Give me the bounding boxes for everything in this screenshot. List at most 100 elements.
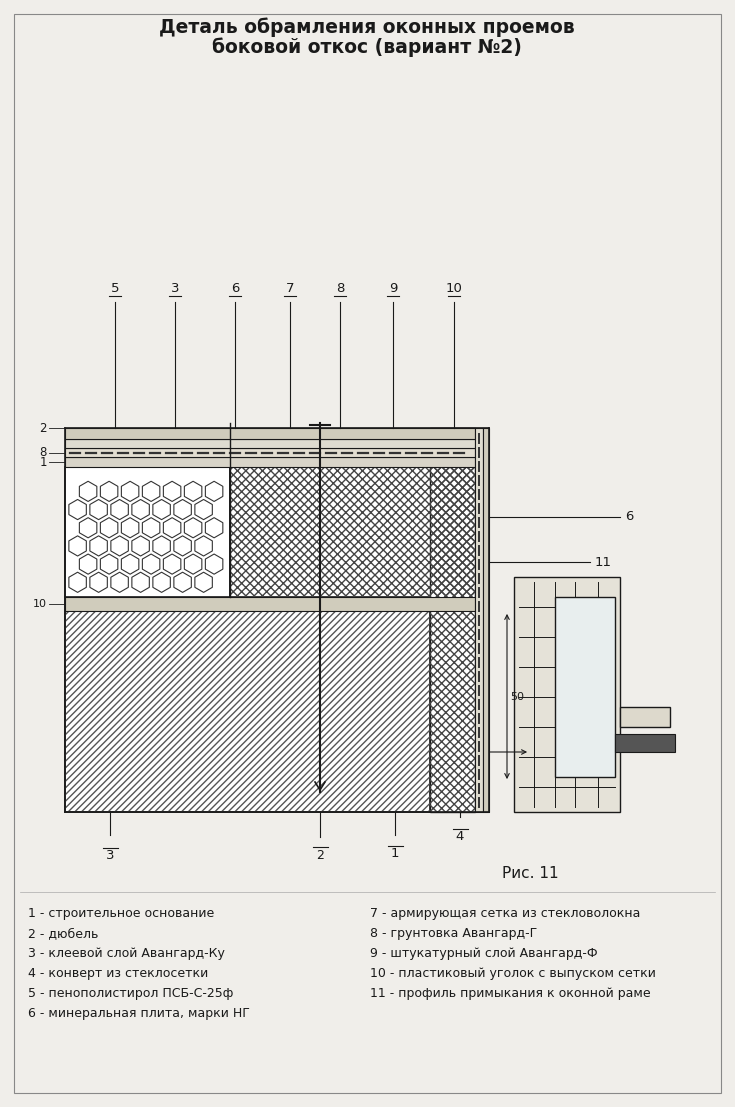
Point (356, 451, 368, 468)
Point (337, 596, 349, 613)
Point (272, 451, 284, 468)
Point (309, 452, 321, 469)
Point (461, 454, 473, 472)
Point (261, 425, 273, 443)
Point (479, 534, 491, 551)
Point (207, 598, 219, 615)
Point (480, 706, 492, 724)
Point (428, 423, 440, 441)
Point (436, 453, 448, 470)
Point (240, 427, 252, 445)
Point (417, 451, 429, 468)
Point (336, 456, 348, 474)
Point (205, 422, 217, 439)
Point (234, 596, 245, 613)
Point (100, 451, 112, 468)
Point (426, 425, 438, 443)
Point (176, 451, 187, 468)
Point (331, 598, 343, 615)
Point (298, 427, 310, 445)
Point (220, 600, 232, 618)
Point (479, 731, 491, 748)
Point (429, 591, 441, 609)
Point (423, 454, 435, 472)
Point (314, 454, 326, 472)
Point (77, 453, 89, 470)
Point (173, 425, 184, 443)
Point (441, 600, 453, 618)
Point (479, 697, 491, 715)
Point (198, 597, 210, 614)
Point (373, 452, 385, 469)
Bar (65, 597, 475, 611)
Text: 3 - клеевой слой Авангард-Ку: 3 - клеевой слой Авангард-Ку (28, 946, 225, 960)
Point (343, 598, 354, 615)
Point (362, 599, 374, 617)
Bar (475, 428, 483, 813)
Point (85, 422, 97, 439)
Text: 6: 6 (625, 510, 634, 524)
Point (269, 456, 281, 474)
Text: 5 - пенополистирол ПСБ-С-25ф: 5 - пенополистирол ПСБ-С-25ф (28, 987, 234, 1000)
Point (299, 598, 311, 615)
Text: 20: 20 (461, 782, 475, 792)
Text: 4: 4 (456, 830, 465, 844)
Point (460, 424, 472, 442)
Point (423, 600, 435, 618)
Point (184, 454, 196, 472)
Point (294, 599, 306, 617)
Point (185, 454, 197, 472)
Point (324, 423, 336, 441)
Point (307, 592, 319, 610)
Point (402, 596, 414, 613)
Bar (65, 597, 430, 813)
Point (316, 593, 328, 611)
Point (268, 455, 280, 473)
Point (390, 422, 402, 439)
Point (262, 451, 274, 468)
Point (357, 593, 369, 611)
Point (279, 424, 290, 442)
Point (461, 424, 473, 442)
Bar (555, 597, 615, 777)
Text: 7 - армирующая сетка из стекловолокна: 7 - армирующая сетка из стекловолокна (370, 907, 640, 920)
Point (202, 594, 214, 612)
Point (435, 599, 447, 617)
Point (480, 766, 492, 784)
Point (229, 599, 240, 617)
Point (188, 454, 200, 472)
Point (452, 455, 464, 473)
Point (353, 600, 365, 618)
Point (207, 452, 219, 469)
Point (392, 451, 404, 468)
Point (211, 454, 223, 472)
Point (200, 455, 212, 473)
Bar (65, 457, 475, 467)
Point (273, 427, 284, 445)
Point (92, 425, 104, 443)
Point (339, 453, 351, 470)
Point (334, 424, 345, 442)
Bar (483, 428, 489, 813)
Point (65, 454, 76, 472)
Point (282, 598, 293, 615)
Point (213, 427, 225, 445)
Text: 1: 1 (391, 847, 399, 860)
Text: 8 - грунтовка Авангард-Г: 8 - грунтовка Авангард-Г (370, 927, 537, 940)
Point (270, 454, 282, 472)
Point (446, 456, 458, 474)
Point (131, 453, 143, 470)
Point (369, 598, 381, 615)
Point (452, 597, 464, 614)
Point (397, 455, 409, 473)
Point (164, 453, 176, 470)
Point (440, 598, 451, 615)
Point (287, 426, 299, 444)
Point (143, 451, 154, 468)
Point (305, 456, 317, 474)
Point (358, 455, 370, 473)
Point (356, 453, 368, 470)
Point (302, 427, 314, 445)
Point (112, 451, 123, 468)
Text: 6: 6 (231, 282, 239, 294)
